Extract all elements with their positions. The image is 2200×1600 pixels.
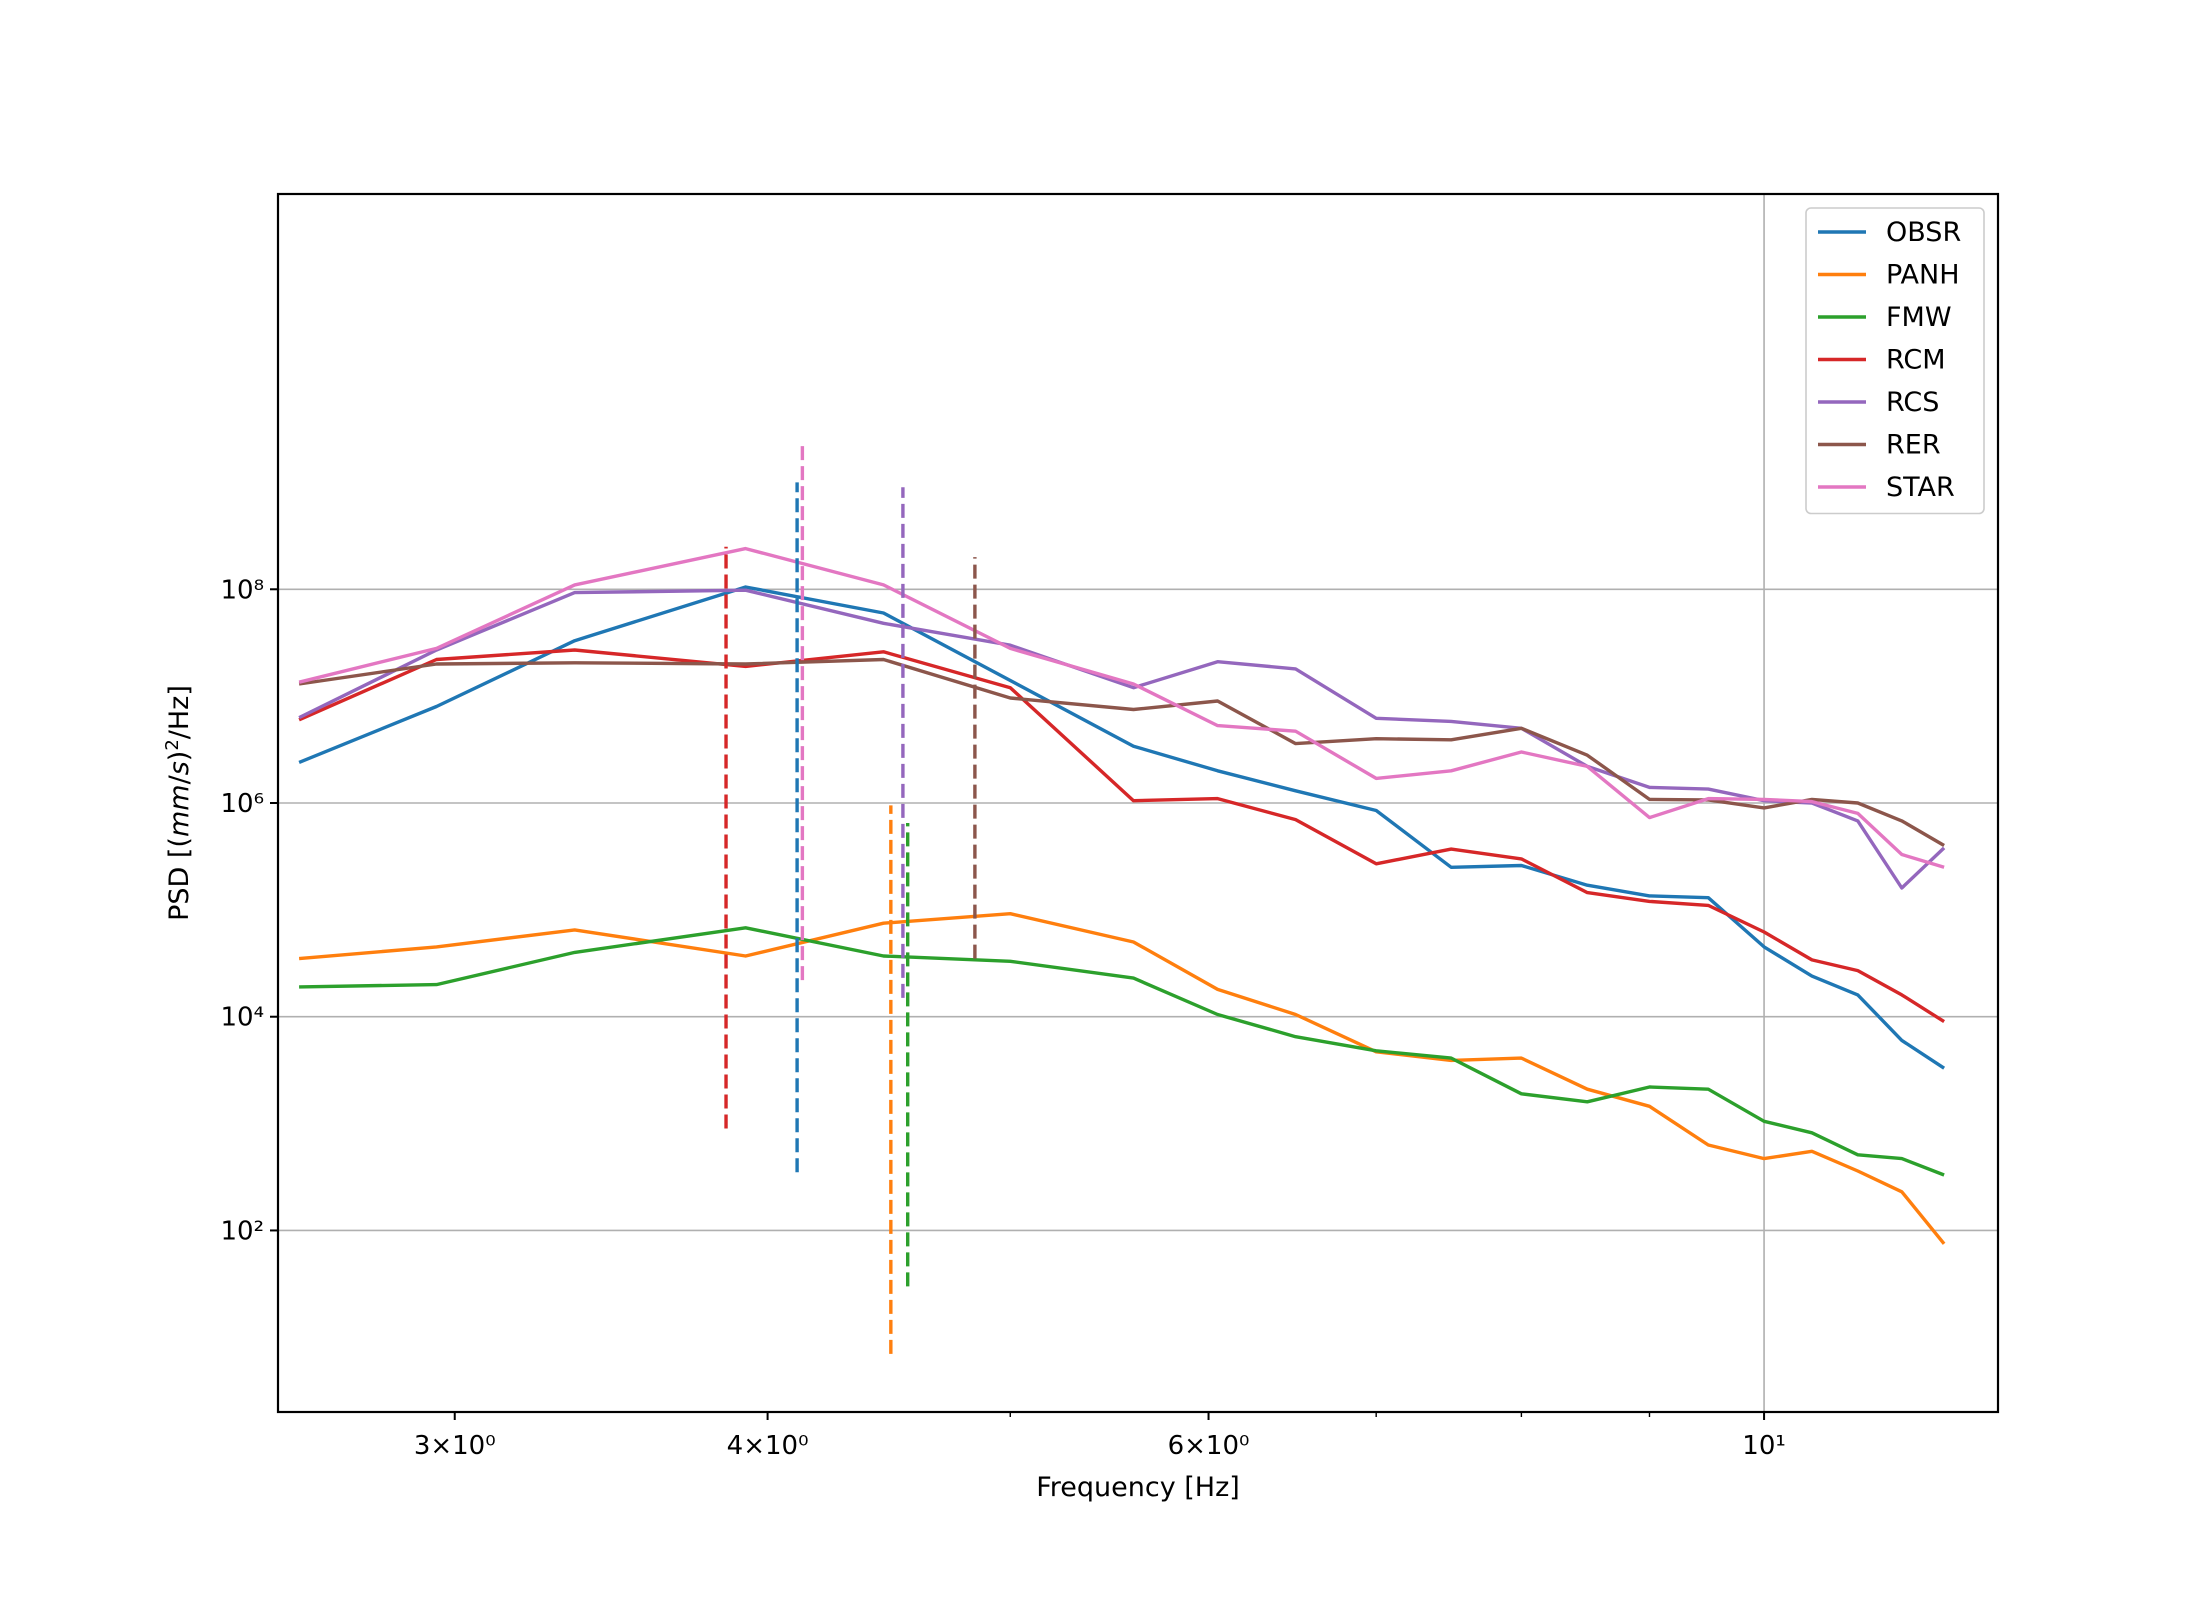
legend-label-star: STAR — [1886, 472, 1955, 503]
y-tick-label: 10⁶ — [220, 789, 264, 819]
series-line-obsr — [298, 585, 1946, 1070]
series-line-star — [298, 546, 1945, 869]
x-tick-label: 6×10⁰ — [1168, 1431, 1250, 1461]
series-lines — [298, 546, 1946, 1245]
series-line-fmw — [299, 926, 1945, 1177]
x-tick-label: 4×10⁰ — [727, 1431, 809, 1461]
x-tick-label: 3×10⁰ — [414, 1431, 496, 1461]
legend-label-panh: PANH — [1886, 260, 1960, 291]
legend-label-rcs: RCS — [1886, 387, 1939, 418]
legend-label-rer: RER — [1886, 430, 1941, 461]
x-tick-label: 10¹ — [1742, 1431, 1786, 1461]
vertical-markers — [724, 445, 977, 1354]
legend: OBSR PANH FMW RCM RCS RER STAR — [1805, 207, 1985, 515]
axis-ticks: 10² 10⁴ 10⁶ 10⁸ 3×10⁰ 4×10⁰ 6×10⁰ 10¹ — [220, 575, 1785, 1461]
legend-label-fmw: FMW — [1886, 302, 1952, 333]
y-axis-label: PSD [(mm/s)2/Hz] — [162, 685, 195, 921]
legend-label-rcm: RCM — [1886, 345, 1946, 376]
legend-box — [1805, 207, 1985, 515]
y-tick-label: 10⁴ — [220, 1003, 264, 1033]
y-tick-label: 10⁸ — [220, 575, 264, 605]
x-axis-label: Frequency [Hz] — [1036, 1472, 1240, 1503]
legend-label-obsr: OBSR — [1886, 217, 1961, 248]
y-tick-label: 10² — [220, 1216, 264, 1246]
